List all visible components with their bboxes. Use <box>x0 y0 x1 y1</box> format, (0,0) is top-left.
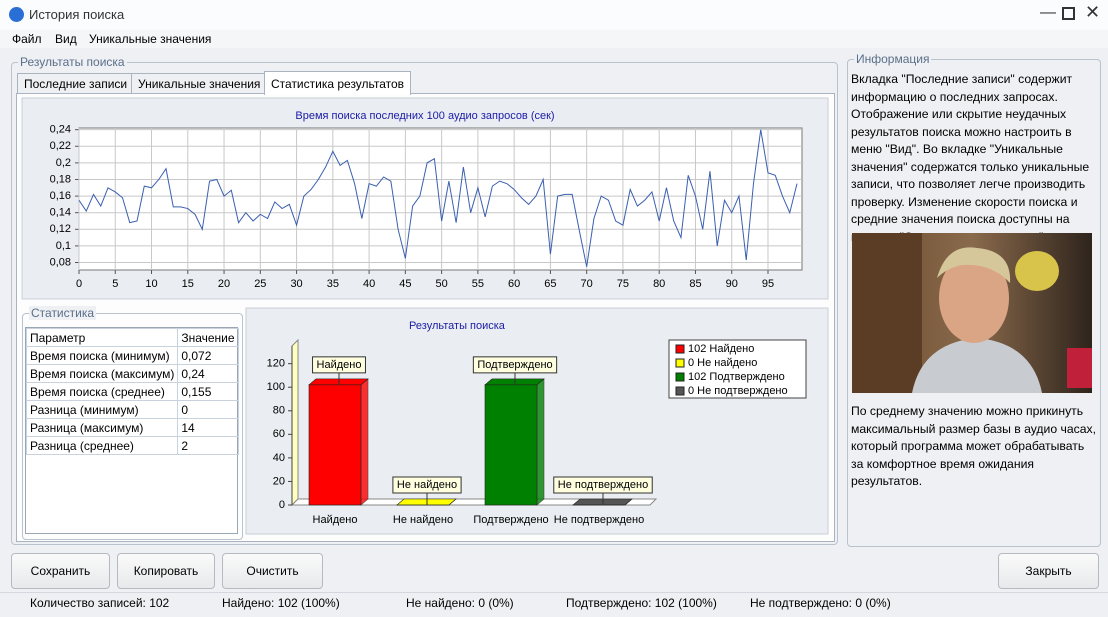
stats-table-box: Параметр Значение Время поиска (минимум) 0… <box>25 327 239 534</box>
table-cell: Время поиска (среднее) <box>25 382 179 401</box>
window-title: История поиска <box>29 7 125 22</box>
x-tick-label: 85 <box>689 278 701 290</box>
chart-title: Время поиска последних 100 аудио запросо… <box>295 110 554 122</box>
table-cell: 2 <box>177 436 239 455</box>
clear-button[interactable]: Очистить <box>222 553 323 589</box>
y-tick-label: 0,12 <box>50 223 71 235</box>
x-tick-label: 25 <box>254 278 266 290</box>
maximize-button[interactable] <box>1062 7 1075 20</box>
copy-button[interactable]: Копировать <box>117 553 215 589</box>
x-tick-label: 35 <box>327 278 339 290</box>
y-tick-label: 0,16 <box>50 190 71 202</box>
y-tick-label: 0,22 <box>50 140 71 152</box>
status-item: Не найдено: 0 (0%) <box>406 596 514 610</box>
y-tick-label: 0,2 <box>56 157 71 169</box>
photo <box>852 233 1092 393</box>
status-item: Найдено: 102 (100%) <box>222 596 340 610</box>
table-cell: Разница (максимум) <box>25 418 179 437</box>
minimize-button[interactable]: — <box>1040 4 1056 21</box>
x-tick-label: 10 <box>145 278 157 290</box>
group-title: Информация <box>854 52 932 66</box>
y-tick-label: 0,08 <box>50 256 71 268</box>
menu-item[interactable]: Уникальные значения <box>89 32 212 46</box>
close-button[interactable]: Закрыть <box>998 553 1099 589</box>
table-cell: Разница (минимум) <box>25 400 179 419</box>
x-tick-label: 90 <box>726 278 738 290</box>
x-tick-label: 15 <box>182 278 194 290</box>
stats-group: Статистика <box>22 306 243 540</box>
table-cell: 14 <box>177 418 239 437</box>
app-icon <box>9 7 24 22</box>
tab-selected[interactable]: Статистика результатов <box>264 71 412 95</box>
table-row: Время поиска (среднее) 0,155 <box>25 382 239 401</box>
header-row: Параметр Значение <box>25 328 239 347</box>
x-tick-label: 5 <box>112 278 118 290</box>
x-tick-label: 95 <box>762 278 774 290</box>
x-tick-label: 60 <box>508 278 520 290</box>
table-cell: 0,24 <box>177 364 239 383</box>
table-row: Время поиска (максимум) 0,24 <box>25 364 239 383</box>
table-cell: 0,155 <box>177 382 239 401</box>
y-tick-label: 0,14 <box>50 207 71 219</box>
table-cell: Время поиска (максимум) <box>25 364 179 383</box>
group-title: Результаты поиска <box>18 55 127 69</box>
group-title: Статистика <box>29 306 97 320</box>
y-tick-label: 0,18 <box>50 173 71 185</box>
table-row: Время поиска (минимум) 0,072 <box>25 346 239 365</box>
x-tick-label: 50 <box>436 278 448 290</box>
header-cell: Значение <box>177 328 239 347</box>
data-line <box>78 129 798 267</box>
close-button[interactable]: ✕ <box>1085 2 1101 22</box>
status-item: Количество записей: 102 <box>30 596 170 610</box>
table-row: Разница (максимум) 14 <box>25 418 239 437</box>
x-tick-label: 55 <box>472 278 484 290</box>
status-item: Подтверждено: 102 (100%) <box>566 596 717 610</box>
x-tick-label: 65 <box>544 278 556 290</box>
menu-item[interactable]: Вид <box>55 32 77 46</box>
info-text: По среднему значению можно прикинуть мак… <box>851 404 1096 488</box>
info-group: Информация <box>847 52 1101 547</box>
status-item: Не подтверждено: 0 (0%) <box>750 596 891 610</box>
table-row: Разница (среднее) 2 <box>25 436 239 455</box>
menu-item[interactable]: Файл <box>12 32 42 46</box>
table-cell: 0,072 <box>177 346 239 365</box>
y-tick-label: 0,1 <box>56 240 71 252</box>
menu-bar: Файл Вид Уникальные значения <box>0 30 1108 48</box>
table-cell: Разница (среднее) <box>25 436 179 455</box>
x-tick-label: 30 <box>290 278 302 290</box>
x-tick-label: 70 <box>581 278 593 290</box>
table-row: Разница (минимум) 0 <box>25 400 239 419</box>
title-bar: История поиска — ✕ <box>0 0 1108 30</box>
y-tick-label: 0,24 <box>50 124 71 136</box>
x-tick-label: 45 <box>399 278 411 290</box>
info-text: Вкладка "Последние записи" содержит инфо… <box>851 72 1090 244</box>
stats-table: Параметр Значение Время поиска (минимум) 0… <box>25 328 239 455</box>
x-tick-label: 40 <box>363 278 375 290</box>
save-button[interactable]: Сохранить <box>11 553 110 589</box>
x-tick-label: 20 <box>218 278 230 290</box>
x-tick-label: 80 <box>653 278 665 290</box>
table-cell: Время поиска (минимум) <box>25 346 179 365</box>
table-cell: 0 <box>177 400 239 419</box>
results-group: Результаты поиска <box>11 55 838 545</box>
x-tick-label: 75 <box>617 278 629 290</box>
x-tick-label: 0 <box>76 278 82 290</box>
header-cell: Параметр <box>25 328 179 347</box>
status-separator <box>0 592 1108 593</box>
